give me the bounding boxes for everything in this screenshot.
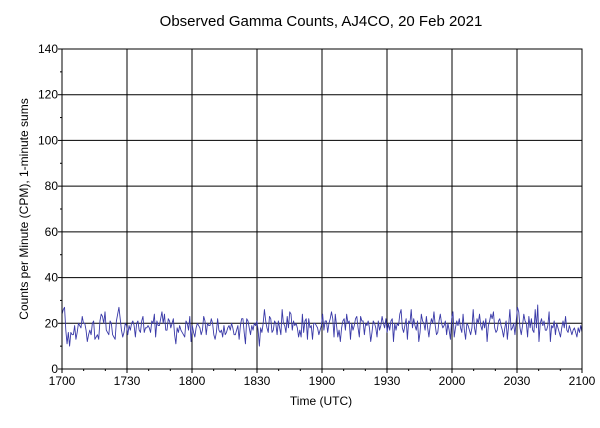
x-tick-label: 1930 (374, 374, 401, 388)
x-tick-label: 1900 (309, 374, 336, 388)
plot-frame (61, 48, 583, 370)
y-tick-label: 20 (45, 316, 59, 330)
y-tick-label: 140 (38, 42, 58, 56)
series-line-0 (61, 304, 583, 347)
y-tick-label: 100 (38, 133, 58, 147)
x-tick-label: 1700 (49, 374, 76, 388)
y-tick-label: 80 (45, 179, 59, 193)
x-tick-label: 2000 (439, 374, 466, 388)
x-tick-label: 2030 (504, 374, 531, 388)
chart-title: Observed Gamma Counts, AJ4CO, 20 Feb 202… (160, 13, 483, 30)
y-axis-label: Counts per Minute (CPM), 1-minute sums (17, 98, 31, 319)
x-tick-label: 2100 (569, 374, 596, 388)
x-axis-label: Time (UTC) (290, 394, 352, 408)
y-tick-label: 120 (38, 88, 58, 102)
x-tick-label: 1730 (114, 374, 141, 388)
y-tick-label: 40 (45, 271, 59, 285)
x-tick-label: 1830 (244, 374, 271, 388)
x-tick-label: 1800 (179, 374, 206, 388)
y-tick-labels: 0 20 40 60 80 100 120 140 (38, 42, 58, 376)
y-tick-label: 60 (45, 225, 59, 239)
x-tick-labels: 1700 1730 1800 1830 1900 1930 2000 2030 2100 (49, 374, 596, 388)
y-tick-label: 0 (51, 362, 58, 376)
series-group (61, 304, 583, 347)
